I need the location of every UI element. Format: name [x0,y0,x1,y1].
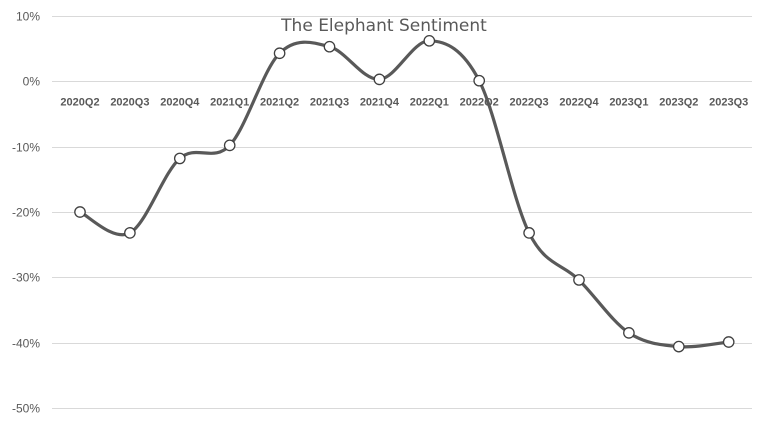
data-point [323,40,336,53]
y-tick-label: -40% [12,337,40,351]
x-tick-label: 2023Q3 [709,96,748,108]
x-tick-label: 2021Q3 [310,96,349,108]
data-point [173,152,186,165]
data-points [74,34,735,353]
x-tick-label: 2020Q3 [110,96,149,108]
y-tick-label: -20% [12,206,40,220]
data-point [672,340,685,353]
x-tick-label: 2022Q4 [559,96,599,108]
data-point [273,47,286,60]
x-tick-label: 2023Q1 [609,96,648,108]
data-point [722,336,735,348]
data-point [523,227,535,239]
x-axis-ticks: 2020Q2 2020Q3 2020Q4 2021Q1 2021Q2 2021Q3 2021… [60,96,748,108]
series-line [78,39,731,349]
x-tick-label: 2021Q1 [210,96,249,108]
y-tick-label: 0% [23,75,41,89]
chart-title: The Elephant Sentiment [280,16,487,36]
data-point [373,73,386,86]
data-point [473,74,486,87]
x-tick-label: 2022Q2 [460,96,499,108]
y-tick-label: 10% [16,10,40,24]
x-tick-label: 2021Q4 [360,96,400,108]
y-axis-ticks: 10% 0% -10% -20% -30% -40% -50% [12,10,40,416]
data-point [573,274,585,286]
x-tick-label: 2020Q4 [160,96,200,108]
data-point [124,227,136,239]
y-tick-label: -50% [12,402,40,416]
gridlines [52,16,752,409]
y-tick-label: -10% [12,141,40,155]
x-tick-label: 2022Q1 [410,96,449,108]
x-tick-label: 2022Q3 [510,96,549,108]
data-point [74,206,86,218]
x-tick-label: 2023Q2 [659,96,698,108]
data-point [623,327,635,339]
data-point [223,139,236,152]
data-point [423,34,436,47]
x-tick-label: 2021Q2 [260,96,299,108]
x-tick-label: 2020Q2 [60,96,99,108]
y-tick-label: -30% [12,271,40,285]
